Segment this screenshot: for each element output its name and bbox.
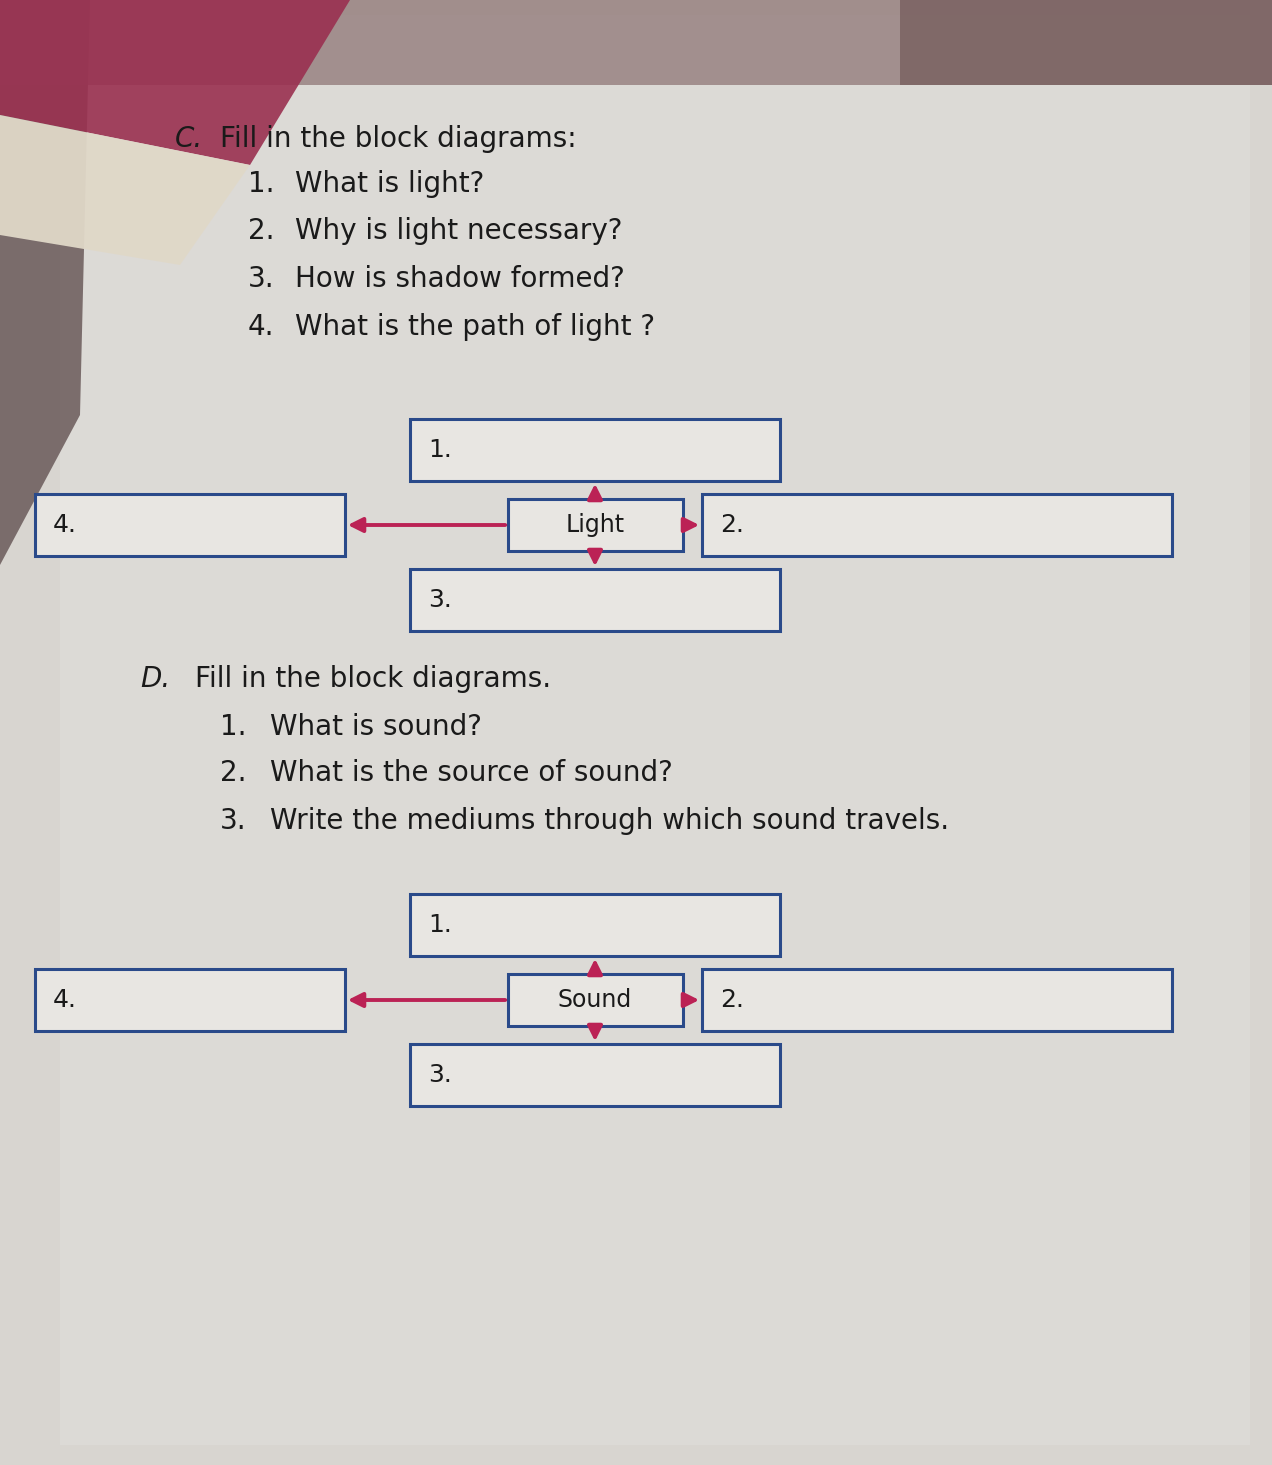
Text: Sound: Sound [558, 987, 632, 1012]
Text: What is sound?: What is sound? [270, 713, 482, 741]
Text: 2.: 2. [248, 217, 275, 245]
Bar [36, 494, 345, 557]
Bar [36, 968, 345, 1031]
Bar [410, 419, 780, 481]
Text: Light: Light [566, 513, 625, 538]
Text: 1.: 1. [220, 713, 247, 741]
Bar [0, 0, 1272, 85]
Text: What is the source of sound?: What is the source of sound? [270, 759, 673, 787]
Text: 4.: 4. [248, 314, 275, 341]
Text: 1.: 1. [248, 170, 275, 198]
Text: 3.: 3. [248, 265, 275, 293]
Text: 2.: 2. [220, 759, 247, 787]
Text: Fill in the block diagrams:: Fill in the block diagrams: [220, 125, 576, 152]
Text: Write the mediums through which sound travels.: Write the mediums through which sound tr… [270, 807, 949, 835]
Text: 1.: 1. [427, 913, 452, 938]
Polygon shape [0, 0, 350, 166]
Bar [702, 494, 1172, 557]
Bar [508, 500, 683, 551]
Bar [410, 894, 780, 957]
Text: 3.: 3. [427, 1064, 452, 1087]
Bar [410, 1045, 780, 1106]
Text: 3.: 3. [427, 587, 452, 612]
Polygon shape [0, 0, 90, 565]
Polygon shape [0, 114, 251, 265]
Text: 4.: 4. [53, 513, 78, 538]
Text: D.: D. [140, 665, 170, 693]
Bar [702, 968, 1172, 1031]
Text: What is the path of light ?: What is the path of light ? [295, 314, 655, 341]
Text: 4.: 4. [53, 987, 78, 1012]
Text: 3.: 3. [220, 807, 247, 835]
Text: C.: C. [176, 125, 204, 152]
Text: Why is light necessary?: Why is light necessary? [295, 217, 622, 245]
Text: Fill in the block diagrams.: Fill in the block diagrams. [195, 665, 551, 693]
Text: 1.: 1. [427, 438, 452, 461]
Text: How is shadow formed?: How is shadow formed? [295, 265, 625, 293]
Text: What is light?: What is light? [295, 170, 485, 198]
Bar [410, 568, 780, 631]
Bar [901, 0, 1272, 85]
Text: 2.: 2. [720, 513, 744, 538]
Bar [508, 974, 683, 1026]
Text: 2.: 2. [720, 987, 744, 1012]
